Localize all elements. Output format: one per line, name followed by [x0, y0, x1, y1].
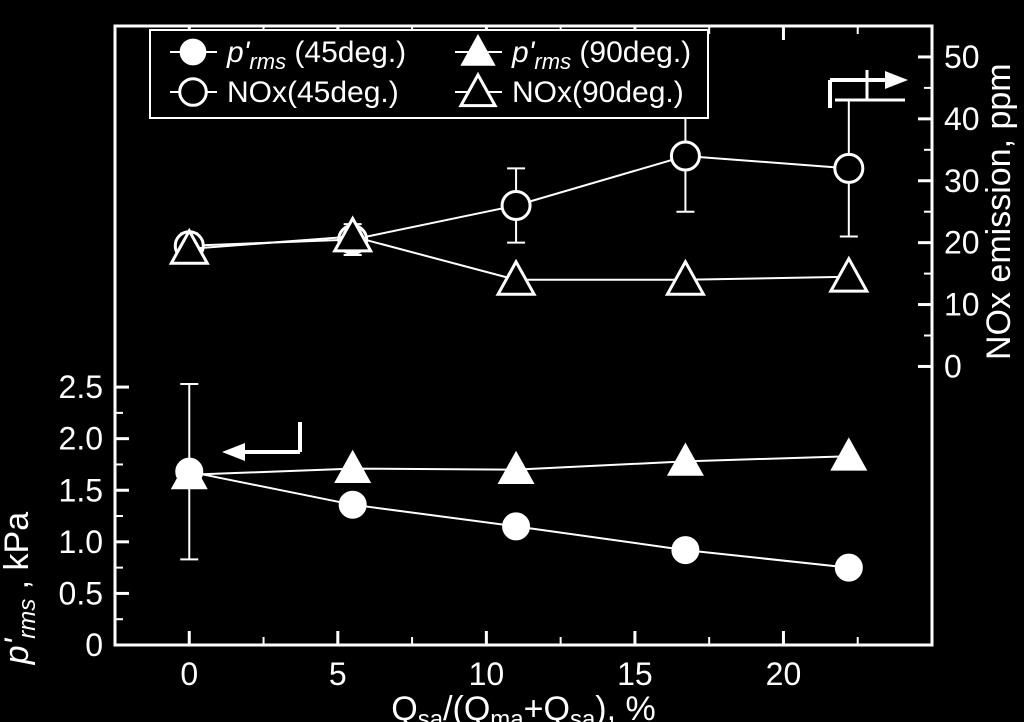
legend-label-nox_45: NOx(45deg.) [227, 76, 399, 109]
yl-tick-label: 0.5 [59, 575, 103, 611]
marker-nox_45 [835, 154, 863, 182]
x-tick-label: 20 [766, 656, 802, 692]
marker-prms_45 [503, 513, 529, 539]
x-tick-label: 15 [617, 656, 653, 692]
yl-tick-label: 0 [85, 627, 103, 663]
marker-nox_45 [502, 192, 530, 220]
yr-tick-label: 20 [944, 225, 980, 261]
yl-tick-label: 1.0 [59, 524, 103, 560]
legend-marker-prms_45 [181, 40, 206, 65]
y-right-axis-label: NOx emission, ppm [980, 63, 1018, 360]
marker-prms_45 [340, 492, 366, 518]
y-left-axis-label: p'rms , kPa [0, 512, 41, 665]
chart-container: 05101520Qsa/(Qma+Qsa), %00.51.01.52.02.5… [0, 0, 1024, 722]
yl-tick-label: 1.5 [59, 472, 103, 508]
chart-svg: 05101520Qsa/(Qma+Qsa), %00.51.01.52.02.5… [0, 0, 1024, 722]
marker-prms_45 [672, 537, 698, 563]
yr-tick-label: 0 [944, 348, 962, 384]
x-tick-label: 10 [469, 656, 505, 692]
x-tick-label: 5 [329, 656, 347, 692]
yr-tick-label: 40 [944, 101, 980, 137]
legend-marker-nox_45 [180, 79, 207, 106]
yl-tick-label: 2.0 [59, 421, 103, 457]
yr-tick-label: 10 [944, 287, 980, 323]
x-tick-label: 0 [180, 656, 198, 692]
yr-tick-label: 30 [944, 163, 980, 199]
marker-nox_45 [671, 142, 699, 170]
yl-tick-label: 2.5 [59, 369, 103, 405]
marker-prms_45 [836, 555, 862, 581]
legend-label-nox_90: NOx(90deg.) [512, 76, 684, 109]
yr-tick-label: 50 [944, 39, 980, 75]
